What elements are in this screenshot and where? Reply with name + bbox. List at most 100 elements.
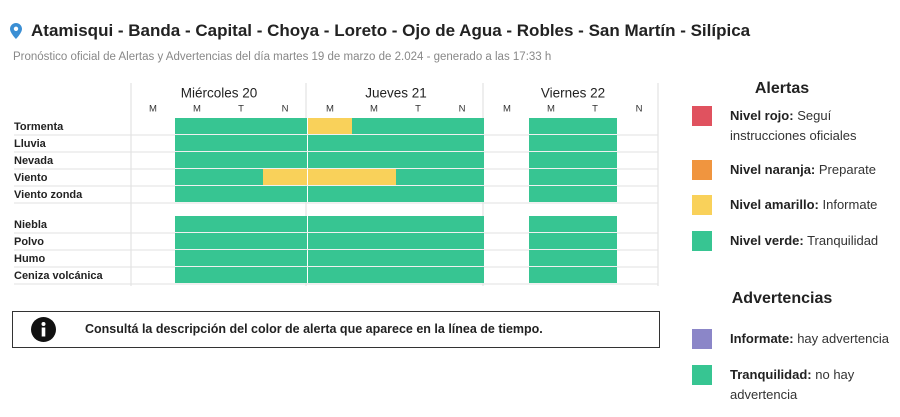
subtitle: Pronóstico oficial de Alertas y Adverten… [13,51,552,63]
alert-cell [573,250,617,266]
legend-swatch [692,160,712,180]
legend-desc: Seguí instrucciones oficiales [730,108,857,143]
alert-cell [440,186,484,202]
alert-cell [573,169,617,185]
alert-cell [529,216,573,232]
slot-label: N [282,104,289,115]
alert-cell [219,267,263,283]
alert-cell [175,233,219,249]
alert-cell [440,233,484,249]
alert-cell [175,186,219,202]
alert-cell [440,267,484,283]
alert-cell [263,169,307,185]
alert-cell [440,216,484,232]
alert-cell [396,118,440,134]
alert-cell [263,233,307,249]
slot-label: M [370,104,378,115]
timeline-grid: Miércoles 20 M M T N Jueves 21 M M T N Viernes 22 M… [14,83,659,286]
alert-cell [396,233,440,249]
alert-cell [440,250,484,266]
alert-cell [352,152,396,168]
alert-cell [175,169,219,185]
alert-cell [573,152,617,168]
info-icon [31,317,56,342]
alert-cell [175,118,219,134]
legend-label: Nivel amarillo: [730,197,819,212]
alert-cell [440,135,484,151]
alert-cell [263,118,307,134]
legend-swatch [692,106,712,126]
alert-cell [440,152,484,168]
alert-cell [219,118,263,134]
alert-cell [308,118,352,134]
alerts-title: Alertas [754,80,810,97]
alert-cell [396,169,440,185]
alert-cell [396,267,440,283]
slot-label: M [149,104,157,115]
alert-cell [396,250,440,266]
legend-label: Informate: [730,331,794,346]
alert-cell [573,267,617,283]
alert-cell [529,250,573,266]
alert-cell [263,152,307,168]
alert-cell [529,169,573,185]
hazard-label: Polvo [14,236,44,248]
info-text: Consultá la descripción del color de ale… [85,322,543,336]
legend-label: Tranquilidad: [730,367,812,382]
legend-swatch [692,231,712,251]
hazard-label: Viento [14,172,48,184]
legend-swatch [692,329,712,349]
legend-item: Tranquilidad: no hay advertencia [692,365,897,405]
legend-label: Nivel rojo: [730,108,794,123]
alert-cell [529,267,573,283]
alert-cell [352,118,396,134]
alert-cell [263,267,307,283]
alert-cell [219,233,263,249]
alert-cell [175,135,219,151]
alert-cell [529,135,573,151]
legend-label: Nivel verde: [730,233,804,248]
alert-cell [440,118,484,134]
alert-cell [308,233,352,249]
legend-item: Nivel amarillo: Informate [692,195,897,215]
alert-cell [308,186,352,202]
alert-cell [396,216,440,232]
legend-desc: Informate [822,197,878,212]
legend-text: Nivel verde: Tranquilidad [730,231,897,251]
slot-label: M [326,104,334,115]
hazard-label: Tormenta [14,121,64,133]
slot-label: M [547,104,555,115]
alert-cell [529,233,573,249]
hazard-label: Lluvia [14,138,47,150]
legend-item: Informate: hay advertencia [692,329,897,349]
location-icon [10,23,22,39]
info-box: Consultá la descripción del color de ale… [12,311,660,348]
alert-cell [219,216,263,232]
alert-cell [308,152,352,168]
slot-label: N [636,104,643,115]
legend-item: Nivel naranja: Preparate [692,160,897,180]
alert-cell [263,216,307,232]
alert-cell [529,118,573,134]
alert-cell [308,250,352,266]
alert-cell [529,152,573,168]
legend-desc: no hay advertencia [730,367,855,402]
legend-text: Nivel rojo: Seguí instrucciones oficiale… [730,106,897,146]
legend-item: Nivel verde: Tranquilidad [692,231,897,251]
hazard-label: Nevada [14,155,54,167]
alert-cell [573,216,617,232]
alert-cell [440,169,484,185]
slot-label: T [415,104,421,115]
legend-text: Informate: hay advertencia [730,329,897,349]
alert-cell [573,233,617,249]
hazard-label: Niebla [14,219,48,231]
slot-label: T [238,104,244,115]
legend-desc: Preparate [818,162,876,177]
alert-cell [219,250,263,266]
legend-item: Nivel rojo: Seguí instrucciones oficiale… [692,106,897,146]
legend-desc: Tranquilidad [807,233,879,248]
title: Atamisqui - Banda - Capital - Choya - Lo… [31,21,751,40]
alert-cell [175,216,219,232]
slot-label: M [503,104,511,115]
alert-cell [573,186,617,202]
